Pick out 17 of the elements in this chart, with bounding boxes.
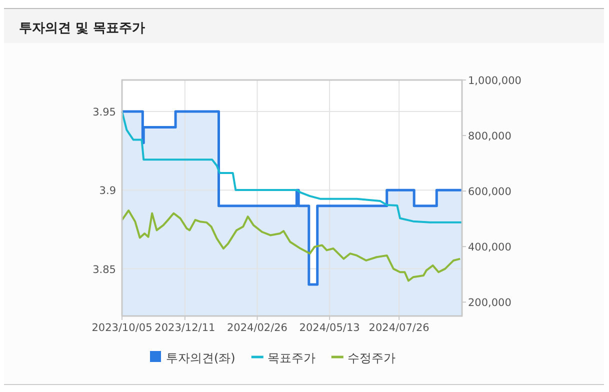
x-tick-label: 2023/10/05 [92,322,152,334]
legend-label: 목표주가 [267,351,316,365]
y2-tick-label: 200,000 [468,297,512,310]
x-tick-label: 2024/07/26 [368,322,430,334]
chart-title: 투자의견 및 목표주가 [19,21,146,36]
y2-tick-label: 800,000 [468,130,512,143]
y-tick-label: 3.9 [99,185,116,198]
x-tick-label: 2023/12/11 [154,322,216,334]
legend-label: 투자의견(좌) [166,351,236,365]
y2-tick-label: 1,000,000 [468,75,522,87]
y2-tick-label: 600,000 [468,186,512,198]
x-tick-label: 2024/05/13 [299,322,360,334]
legend-label: 수정주가 [347,351,396,365]
y-tick-label: 3.95 [92,106,116,118]
x-tick-label: 2024/02/26 [226,322,288,334]
y2-tick-label: 400,000 [468,242,512,254]
y-tick-label: 3.85 [92,264,116,276]
